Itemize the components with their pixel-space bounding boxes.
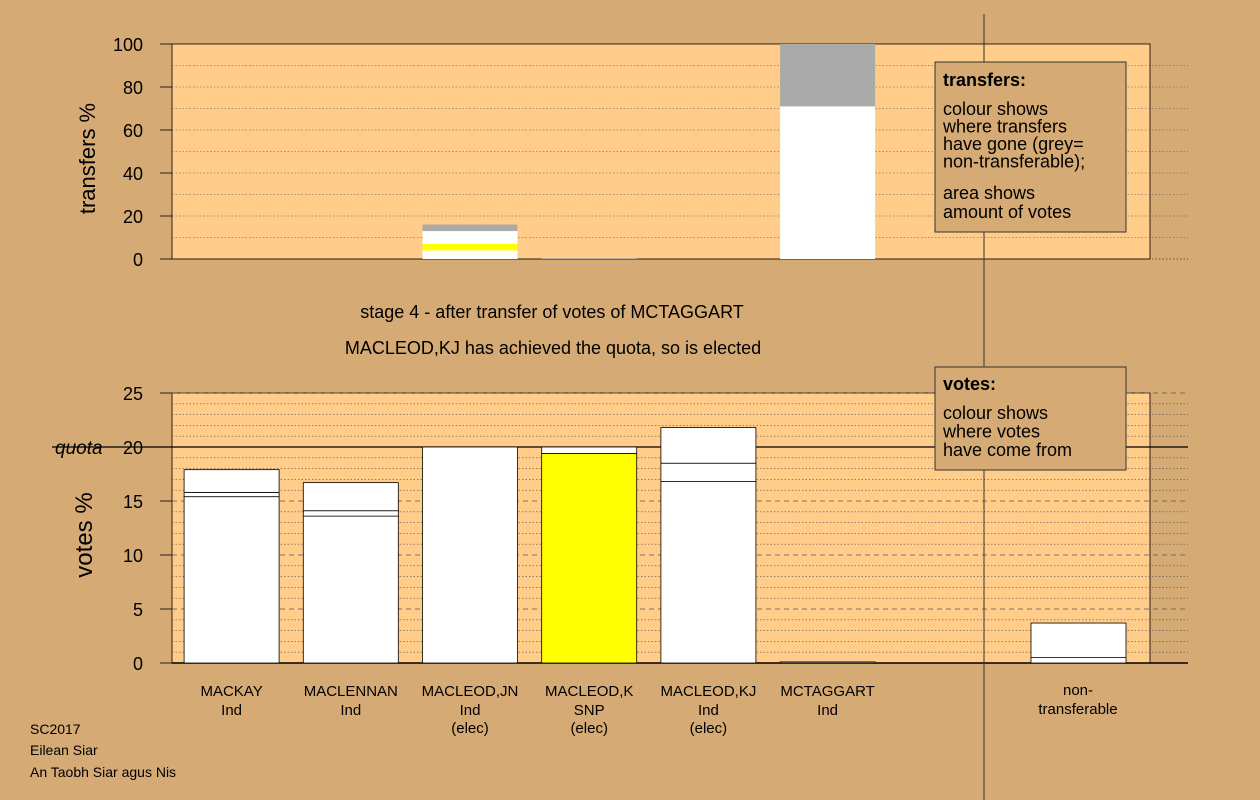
vote-bar-segment (541, 453, 638, 664)
candidate-name-label: MACLEOD,KJ (660, 683, 756, 700)
vote-bar-segment (183, 491, 280, 498)
votes-y-tick-label: 10 (123, 546, 143, 566)
footer-line-1: SC2017 (30, 721, 81, 737)
stage-text: stage 4 - after transfer of votes of MCT… (360, 302, 743, 322)
vote-bar-segment (183, 496, 280, 664)
transfer-bar-segment (780, 106, 876, 259)
candidate-name-label: MACLENNAN (304, 683, 398, 700)
transfers-legend-line: where transfers (942, 117, 1067, 137)
transfers-y-tick-label: 80 (123, 78, 143, 98)
candidate-status-label: (elec) (451, 720, 489, 737)
votes-y-tick-label: 15 (123, 492, 143, 512)
votes-y-axis-label: votes % (71, 492, 98, 577)
vote-bar-segment (302, 482, 399, 512)
transfers-legend-line: colour shows (943, 99, 1048, 119)
quota-status-text: MACLEOD,KJ has achieved the quota, so is… (345, 338, 761, 358)
transfers-legend-line: non-transferable); (943, 152, 1085, 172)
transfer-bar-segment (422, 254, 518, 259)
nontransferable-label: non- (1063, 682, 1093, 699)
nontransferable-bar-segment (1030, 622, 1127, 658)
vote-bar-segment (779, 661, 876, 664)
transfers-legend-title: transfers: (943, 70, 1026, 90)
votes-legend-box (934, 366, 1127, 471)
vote-bar-segment (660, 462, 757, 482)
footer-line-2: Eilean Siar (30, 742, 98, 758)
transfers-y-axis-label: transfers % (75, 103, 100, 214)
transfer-bar-segment (422, 231, 518, 238)
votes-legend-line: colour shows (943, 403, 1048, 423)
vote-bar-segment (660, 481, 757, 664)
transfers-legend-line: area shows (943, 183, 1035, 203)
quota-label: quota (55, 438, 103, 459)
vote-bar-segment (660, 427, 757, 464)
votes-y-tick-label: 20 (123, 438, 143, 458)
candidate-party-label: Ind (698, 702, 719, 719)
transfers-y-tick-label: 0 (133, 250, 143, 270)
footer: SC2017 Eilean Siar An Taobh Siar agus Ni… (30, 721, 176, 780)
transfers-legend-line: have gone (grey= (943, 134, 1084, 154)
transfer-bar-segment (422, 237, 518, 244)
vote-bar-segment (541, 446, 638, 454)
candidate-party-label: Ind (221, 702, 242, 719)
candidate-status-label: (elec) (690, 720, 728, 737)
transfer-bar-segment (422, 250, 518, 255)
candidate-name-label: MACLEOD,JN (422, 683, 519, 700)
candidate-party-label: Ind (460, 702, 481, 719)
votes-legend-line: have come from (943, 440, 1072, 460)
candidate-name-label: MACKAY (200, 683, 262, 700)
candidate-party-label: SNP (574, 702, 605, 719)
vote-bar-segment (422, 446, 518, 664)
footer-line-3: An Taobh Siar agus Nis (30, 764, 176, 780)
vote-bar-segment (302, 510, 399, 517)
transfers-legend-box (934, 61, 1127, 233)
transfers-y-tick-label: 20 (123, 207, 143, 227)
transfers-legend-line: amount of votes (943, 202, 1071, 222)
votes-legend-line: where votes (942, 422, 1040, 442)
candidate-status-label: (elec) (570, 720, 608, 737)
candidate-name-label: MCTAGGART (780, 683, 874, 700)
transfer-bar-segment (422, 224, 518, 232)
candidate-name-label: MACLEOD,K (545, 683, 633, 700)
votes-legend-title: votes: (943, 374, 996, 394)
vote-bar-segment (302, 515, 399, 664)
transfers-y-tick-label: 60 (123, 121, 143, 141)
candidate-party-label: Ind (340, 702, 361, 719)
candidate-party-label: Ind (817, 702, 838, 719)
transfer-bar-segment (541, 258, 637, 259)
transfer-bar-segment (780, 44, 876, 107)
nontransferable-label: transferable (1038, 701, 1117, 718)
nontransferable-bar-segment (1030, 657, 1127, 664)
vote-bar-segment (183, 469, 280, 493)
votes-y-tick-label: 25 (123, 384, 143, 404)
votes-y-tick-label: 0 (133, 654, 143, 674)
transfers-y-tick-label: 40 (123, 164, 143, 184)
transfer-bar-segment (422, 243, 518, 251)
transfers-y-tick-label: 100 (113, 35, 143, 55)
votes-y-tick-label: 5 (133, 600, 143, 620)
